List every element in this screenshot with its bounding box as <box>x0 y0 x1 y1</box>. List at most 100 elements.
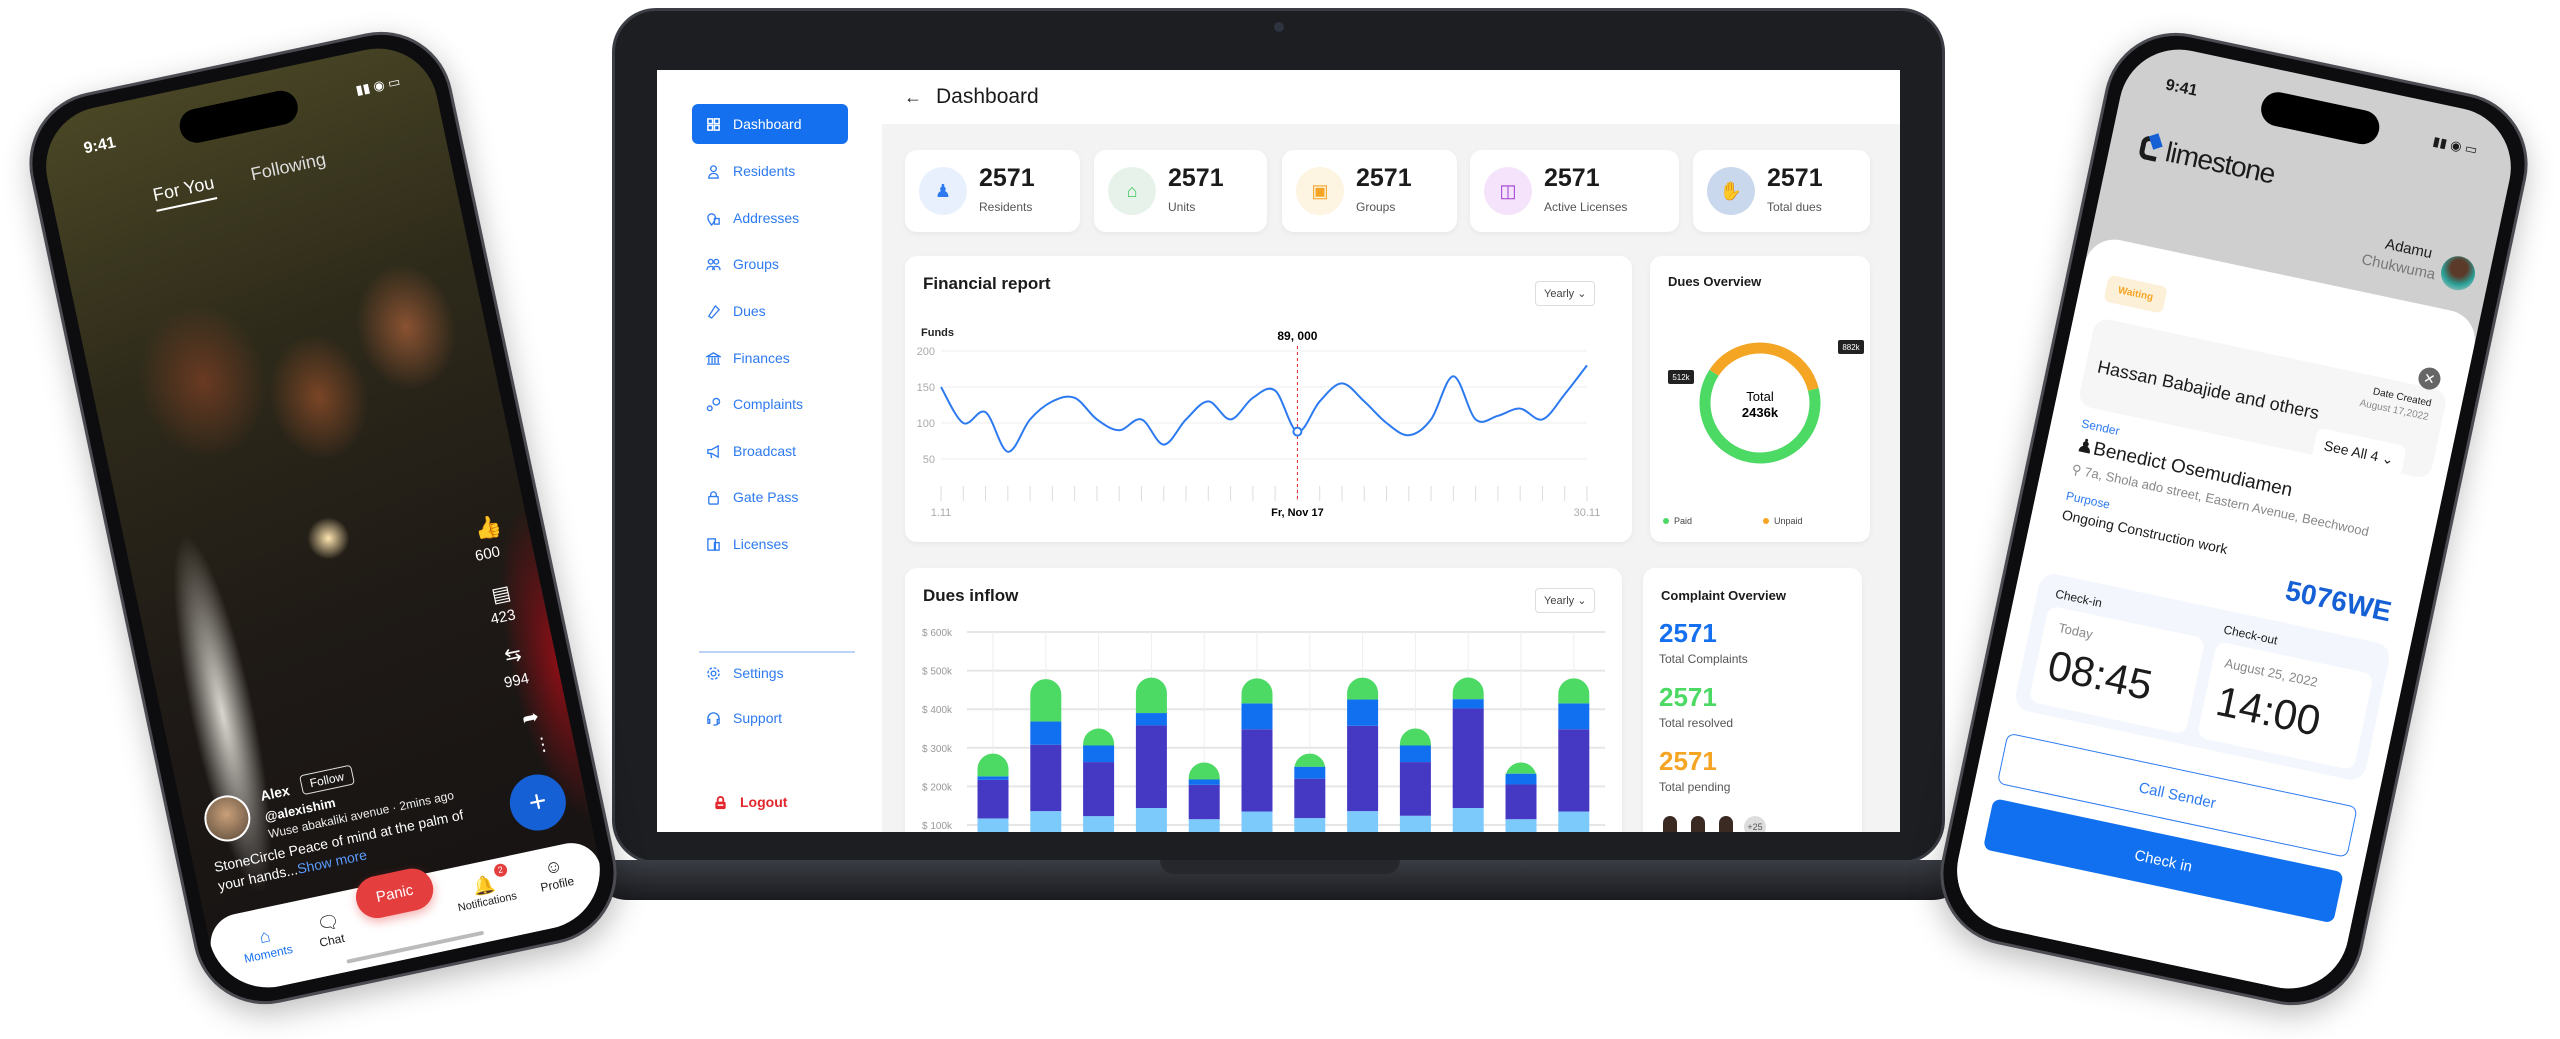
bar-segment <box>1294 766 1326 779</box>
sidebar-item-dues[interactable]: Dues <box>692 291 848 331</box>
highlight-label: 89, 000 <box>1277 329 1317 343</box>
bar-segment <box>1083 816 1115 832</box>
donut-center-value: 2436k <box>1742 405 1779 420</box>
sidebar-item-complaints[interactable]: Complaints <box>692 384 848 424</box>
dues-inflow-bar-chart: $ 600k $ 500k $ 400k $ 300k $ 200k $ 100k <box>922 628 1605 832</box>
more-icon[interactable]: ⋮ <box>531 732 554 756</box>
period-dropdown[interactable]: Yearly ⌄ <box>1535 588 1596 613</box>
home-indicator <box>346 930 485 964</box>
bar-segment <box>1083 762 1115 817</box>
sidebar-item-dashboard[interactable]: Dashboard <box>692 104 848 144</box>
bar-segment <box>1399 815 1431 832</box>
page-header: ← Dashboard <box>882 70 1900 124</box>
nav-chat[interactable]: 🗨 Chat <box>307 909 353 952</box>
sidebar-item-gate-pass[interactable]: Gate Pass <box>692 477 848 517</box>
dynamic-island <box>2257 89 2383 148</box>
bar-segment <box>1347 699 1379 726</box>
gate-pass-screen: 9:41 ▮▮ ◉ ▭ limestone Adamu Chukwuma Wai… <box>1945 38 2523 1000</box>
nav-profile[interactable]: ☺ Profile <box>530 852 580 895</box>
left-phone: 9:41 ▮▮ ◉ ▭ For You Following 👍 600 ▤ 42… <box>16 18 630 1018</box>
stat-card-groups[interactable]: ▣ 2571 Groups <box>1282 150 1457 232</box>
bar-segment <box>1083 728 1115 746</box>
period-dropdown[interactable]: Yearly ⌄ <box>1535 281 1596 306</box>
y-tick-label: 50 <box>923 454 935 466</box>
stat-label: Total dues <box>1767 200 1822 214</box>
logout-label: Logout <box>740 794 788 810</box>
sidebar-item-label: Residents <box>733 163 796 179</box>
bank-icon <box>706 351 721 365</box>
complaint-icon <box>706 397 721 411</box>
bar-segment <box>1241 678 1273 704</box>
more-avatars-badge[interactable]: +25 <box>1744 816 1766 832</box>
status-time: 9:41 <box>2164 76 2199 100</box>
sidebar-item-residents[interactable]: Residents <box>692 151 848 191</box>
bar-segment <box>1241 729 1273 812</box>
stat-card-total-dues[interactable]: ✋ 2571 Total dues <box>1693 150 1870 232</box>
bar-segment <box>977 818 1009 832</box>
bar-segment <box>1452 708 1484 809</box>
checkin-time: 08:45 <box>2043 641 2157 710</box>
pass-code: 5076WE <box>2282 574 2395 628</box>
bar-segment <box>977 753 1009 777</box>
stat-card-residents[interactable]: ♟ 2571 Residents <box>905 150 1080 232</box>
dashboard-screen: Dashboard Residents Addresses Groups Due… <box>657 70 1900 832</box>
nav-moments[interactable]: ⌂ Moments <box>238 921 294 966</box>
limestone-logo-icon <box>2137 133 2163 162</box>
dues-inflow-card: $ 600k $ 500k $ 400k $ 300k $ 200k $ 100k Due… <box>905 568 1622 832</box>
grid-icon <box>707 117 720 131</box>
house-icon: ⌂ <box>1108 167 1156 215</box>
main-content: ← Dashboard ♟ 2571 Residents ⌂ 2571 Unit… <box>882 70 1900 832</box>
sidebar-item-finances[interactable]: Finances <box>692 338 848 378</box>
y-tick-label: $ 100k <box>922 821 953 832</box>
stat-value: 2571 <box>1168 164 1224 192</box>
dues-overview-card: 882k Paid 512k Unpaid Total 2436k Dues Overvi… <box>1650 256 1870 542</box>
financial-line-chart: Funds 200 150 100 50 89, 000 1.11 Fr, Nov 17 30.… <box>917 327 1601 519</box>
donut-center-label: Total <box>1746 389 1774 404</box>
arrow-left-icon[interactable]: ← <box>904 86 922 107</box>
sidebar-item-support[interactable]: Support <box>692 698 848 738</box>
bar-segment <box>1347 811 1379 832</box>
plus-icon: + <box>525 784 550 821</box>
card-title: Financial report <box>923 274 1051 293</box>
complaint-overview-card: Complaint Overview 2571 Total Complaints… <box>1643 568 1862 832</box>
legend-marker <box>1763 518 1769 524</box>
stat-card-units[interactable]: ⌂ 2571 Units <box>1094 150 1267 232</box>
x-tick-label: Fr, Nov 17 <box>1271 507 1324 519</box>
sidebar-item-addresses[interactable]: Addresses <box>692 198 848 238</box>
hand-coin-icon: ✋ <box>1707 167 1755 215</box>
user-avatar[interactable] <box>2437 253 2479 294</box>
slice-label-bg <box>1668 370 1694 384</box>
status-badge: Waiting <box>2103 274 2168 314</box>
slice-label-bg <box>1838 340 1864 354</box>
stat-label: Residents <box>979 200 1033 214</box>
bar-segment <box>1030 811 1062 832</box>
chevron-down-icon: ⌄ <box>2380 449 2396 468</box>
address-icon <box>707 212 720 226</box>
bar-segment <box>1452 699 1484 709</box>
sidebar-item-groups[interactable]: Groups <box>692 244 848 284</box>
right-phone: 9:41 ▮▮ ◉ ▭ limestone Adamu Chukwuma Wai… <box>1927 19 2541 1019</box>
sidebar-item-label: Finances <box>733 350 790 366</box>
sidebar-item-label: Gate Pass <box>733 489 799 505</box>
status-icons: ▮▮ ◉ ▭ <box>2431 133 2479 158</box>
stat-value: 2571 <box>979 164 1035 192</box>
logout-button[interactable]: Logout <box>699 782 855 822</box>
bar-segment <box>1294 778 1326 819</box>
sidebar-item-licenses[interactable]: Licenses <box>692 524 848 564</box>
sidebar-item-settings[interactable]: Settings <box>692 653 848 693</box>
nav-notifications[interactable]: 🔔 Notifications 2 <box>443 862 528 916</box>
stat-label: Units <box>1168 200 1196 214</box>
sidebar-item-broadcast[interactable]: Broadcast <box>692 431 848 471</box>
donut-slice-unpaid <box>1709 342 1819 391</box>
bar-segment <box>1030 744 1062 812</box>
bar-segment <box>1294 753 1326 770</box>
thumbs-up-icon[interactable]: 👍 <box>472 512 505 543</box>
stat-card-licenses[interactable]: ◫ 2571 Active Licenses <box>1470 150 1679 232</box>
total-pending-label: Total pending <box>1659 780 1731 794</box>
donut-slice-paid <box>1699 369 1821 464</box>
period-value: Yearly <box>1544 595 1575 607</box>
bar-segment <box>1083 745 1115 763</box>
brand-logo: limestone <box>2162 136 2278 190</box>
stat-value: 2571 <box>1767 164 1823 192</box>
sidebar-item-label: Broadcast <box>733 443 797 459</box>
